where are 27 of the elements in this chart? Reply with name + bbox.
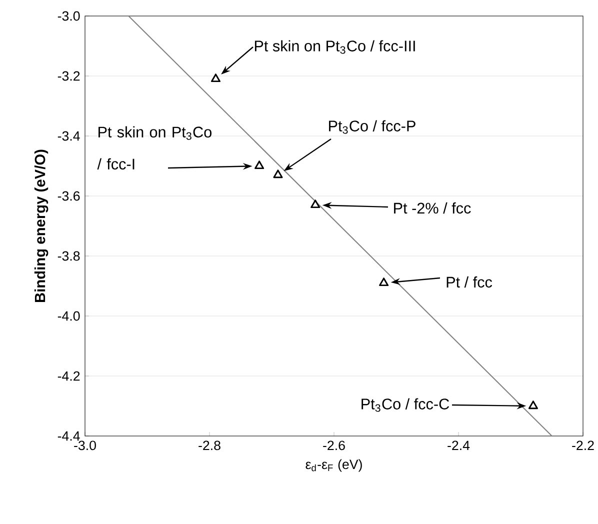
x-tick-label: -3.0	[74, 440, 96, 450]
x-tick-label: -2.8	[198, 440, 220, 450]
y-tick-label: -3.2	[58, 71, 80, 81]
point	[273, 170, 283, 178]
point	[210, 74, 221, 82]
annotation: Pt skin on Pt$_{3}$Co / fcc-III	[254, 40, 415, 54]
y-tick-label: -3.4	[58, 131, 80, 141]
y-tick-label: -4.2	[58, 371, 80, 381]
x-tick-label: -2.6	[323, 440, 345, 450]
y-tick-label: -3.0	[58, 11, 80, 21]
point	[528, 400, 538, 410]
y-tick-label: -4.0	[58, 311, 80, 321]
annotation: Pt$_{3}$Co / fcc-P	[329, 120, 416, 134]
y-axis-title: Binding energy (eV/O)	[34, 150, 48, 302]
x-axis-title: ε$_{d}$-ε$_{F}$ (eV)	[306, 459, 362, 472]
point	[310, 200, 320, 208]
annotation: Pt -2% / fcc	[394, 202, 471, 214]
y-tick-label: -3.8	[58, 251, 80, 261]
annotation: Pt$_{3}$Co / fcc-C	[362, 398, 450, 412]
x-tick-label: -2.4	[448, 440, 470, 450]
text: Pt skin on Pt$_{3}$Co / fcc-I	[97, 126, 212, 170]
y-tick-label: -3.6	[58, 191, 80, 201]
y-tick-label: -4.4	[58, 431, 80, 441]
annotation: Pt / fcc	[446, 276, 492, 288]
point	[379, 278, 389, 286]
point	[254, 160, 264, 170]
x-tick-label: -2.2	[572, 440, 594, 450]
